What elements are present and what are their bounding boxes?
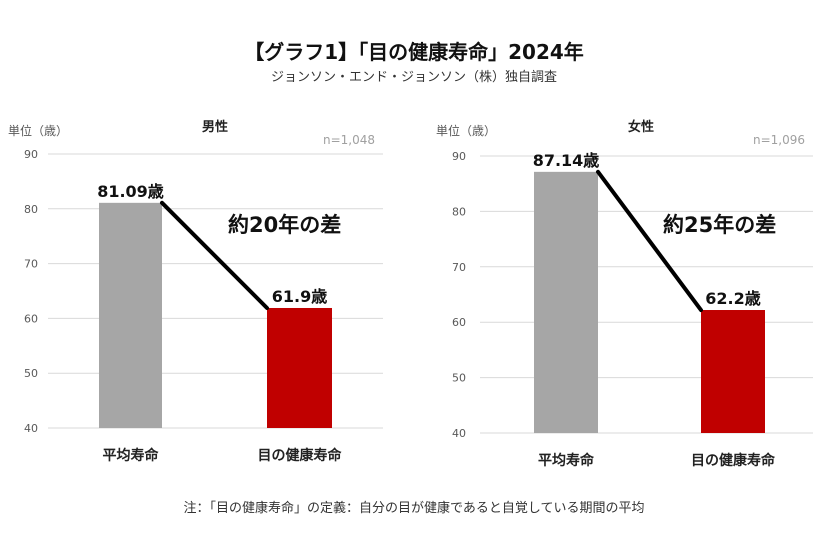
page-title: 【グラフ1】「目の健康寿命」2024年 [244,40,584,64]
y-tick-label: 90 [24,148,38,161]
data-label: 61.9歳 [272,287,327,306]
data-label: 81.09歳 [97,182,164,201]
y-tick-label: 50 [452,372,466,385]
page-subtitle: ジョンソン・エンド・ジョンソン（株）独自調査 [270,70,557,85]
sample-size: n=1,096 [753,133,805,147]
y-tick-label: 80 [24,203,38,216]
x-category-label: 平均寿命 [538,452,595,469]
y-tick-label: 70 [452,261,466,274]
bar-average-life [534,171,598,433]
x-category-label: 目の健康寿命 [691,452,776,469]
male-chart-panel: 40 50 60 70 80 90 単位（歳） 男性 n=1,048 平均寿命 目の健康寿命 81.0… [0,110,400,480]
chart-title: 女性 [628,119,654,135]
footnote: 注：「目の健康寿命」の定義：自分の目が健康であると自覚している期間の平均 [183,501,645,516]
bar-average-life [99,202,162,428]
male-chart: 40 50 60 70 80 90 単位（歳） 男性 n=1,048 平均寿命 目の健康寿命 81.0… [8,119,383,464]
y-tick-label: 70 [24,258,38,271]
female-chart-panel: 40 50 60 70 80 90 単位（歳） 女性 n=1,096 平均寿命 目の健康寿命 87.1… [428,110,828,480]
y-tick-label: 50 [24,367,38,380]
y-tick-label: 60 [452,316,466,329]
x-category-label: 平均寿命 [103,447,160,464]
x-category-label: 目の健康寿命 [258,447,343,464]
y-tick-label: 40 [452,427,466,440]
chart-title: 男性 [202,119,228,135]
data-label: 62.2歳 [705,289,760,308]
unit-label: 単位（歳） [8,123,68,138]
y-tick-label: 90 [452,150,466,163]
y-tick-label: 40 [24,422,38,435]
y-tick-label: 60 [24,312,38,325]
difference-annotation: 約25年の差 [663,213,776,237]
difference-connector-line [596,169,703,313]
difference-connector-line [160,200,269,310]
unit-label: 単位（歳） [436,123,496,138]
female-chart: 40 50 60 70 80 90 単位（歳） 女性 n=1,096 平均寿命 目の健康寿命 87.1… [436,119,813,469]
bar-eye-health-life [701,310,765,433]
difference-annotation: 約20年の差 [228,213,341,237]
bar-eye-health-life [267,307,332,428]
y-tick-label: 80 [452,205,466,218]
sample-size: n=1,048 [323,133,375,147]
data-label: 87.14歳 [533,151,600,170]
